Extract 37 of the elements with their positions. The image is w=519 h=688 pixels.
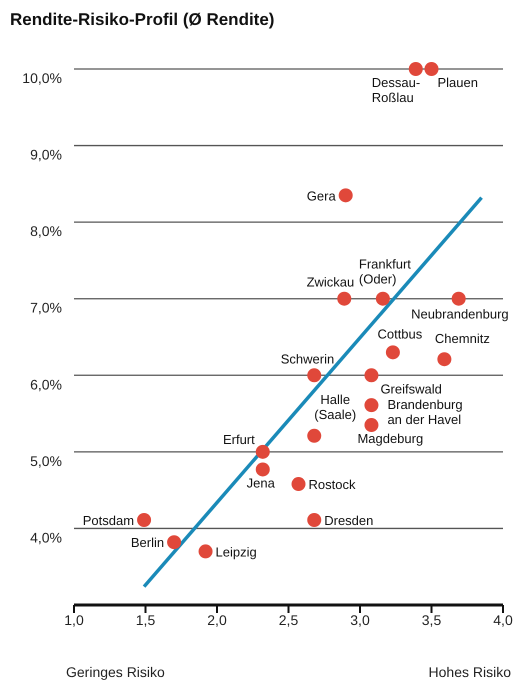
annotation: Halle (Saale) bbox=[314, 392, 356, 422]
annotation: Leipzig bbox=[216, 544, 257, 560]
x-tick-label: 4,0 bbox=[493, 612, 513, 628]
x-tick-label: 3,5 bbox=[422, 612, 442, 628]
annotation: Greifswald bbox=[380, 381, 442, 396]
text: Geringes Risiko bbox=[66, 664, 165, 680]
annotation: Cottbus bbox=[377, 326, 423, 342]
annotation: Plauen bbox=[438, 75, 478, 90]
annotation: Gera bbox=[306, 188, 336, 204]
x-tick-label: 3,0 bbox=[350, 612, 370, 628]
annotation: Dessau-Roßlau bbox=[372, 75, 420, 105]
y-tick-label: 8,0% bbox=[30, 223, 62, 240]
chart-title: Rendite-Risiko-Profil (Ø Rendite) bbox=[10, 10, 274, 30]
annotation: Rostock bbox=[308, 477, 356, 492]
y-tick-label: 10,0% bbox=[22, 70, 62, 86]
annotation: Frankfurt (Oder) bbox=[358, 256, 412, 287]
annotation: Magdeburg bbox=[357, 431, 424, 446]
annotation: Zwickau bbox=[306, 274, 354, 290]
annotation: Chemnitz bbox=[434, 331, 490, 346]
annotation: Jena bbox=[246, 475, 276, 490]
annotation: Dresden bbox=[324, 513, 374, 528]
annotation: Erfurt bbox=[222, 432, 256, 447]
annotation: Schwerin bbox=[280, 351, 334, 366]
annotation: Neubrandenburg bbox=[411, 306, 509, 322]
x-tick-label: 2,0 bbox=[207, 612, 227, 628]
y-tick-label: 7,0% bbox=[30, 300, 62, 316]
annotation: Potsdam bbox=[82, 513, 134, 528]
annotation: Berlin bbox=[130, 535, 164, 550]
y-tick-label: 9,0% bbox=[30, 146, 62, 163]
x-tick-label: 2,5 bbox=[278, 612, 298, 628]
y-tick-label: 4,0% bbox=[30, 529, 62, 546]
x-tick-label: 1,0 bbox=[64, 612, 84, 628]
annotation: Brandenburg an der Havel bbox=[387, 397, 463, 428]
y-tick-label: 6,0% bbox=[30, 376, 62, 392]
y-tick-label: 5,0% bbox=[30, 452, 62, 469]
text: Hohes Risiko bbox=[428, 664, 511, 680]
x-tick-label: 1,5 bbox=[136, 612, 156, 628]
